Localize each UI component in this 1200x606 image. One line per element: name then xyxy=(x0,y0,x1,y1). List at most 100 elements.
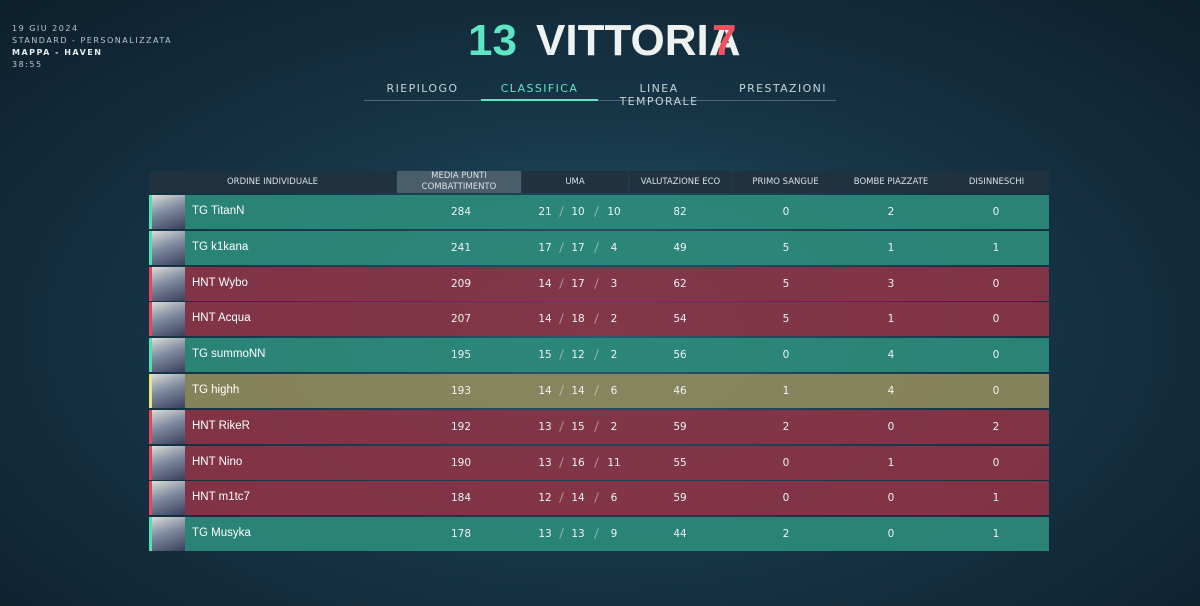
stat-eco: 56 xyxy=(673,349,687,362)
column-header[interactable]: ORDINE INDIVIDUALE xyxy=(149,171,396,193)
stat-acs: 192 xyxy=(450,420,472,433)
assists: 2 xyxy=(610,420,618,433)
tab[interactable]: RIEPILOGO xyxy=(386,82,459,95)
row-accent xyxy=(149,230,152,265)
player-row xyxy=(149,230,1049,265)
player-row xyxy=(149,195,1049,229)
tab[interactable]: CLASSIFICA xyxy=(500,82,579,95)
player-row xyxy=(149,481,1049,516)
player-row xyxy=(149,302,1049,337)
row-accent xyxy=(149,517,152,552)
player-row xyxy=(149,445,1049,480)
stat-acs: 241 xyxy=(450,241,472,254)
agent-portrait xyxy=(152,266,185,301)
player-name: HNT m1tc7 xyxy=(192,491,250,504)
assists: 9 xyxy=(610,528,618,541)
column-header[interactable]: MEDIA PUNTI COMBATTIMENTO xyxy=(397,171,521,193)
stat-first-bloods: 5 xyxy=(782,313,790,326)
player-name: HNT Acqua xyxy=(192,312,251,325)
assists: 6 xyxy=(610,492,618,505)
row-accent xyxy=(149,445,152,480)
match-date: 19 GIU 2024 xyxy=(12,24,79,33)
kills: 14 xyxy=(538,277,552,290)
assists: 2 xyxy=(610,349,618,362)
deaths: 13 xyxy=(571,528,585,541)
stat-plants: 1 xyxy=(887,313,895,326)
stat-first-bloods: 5 xyxy=(782,277,790,290)
stat-eco: 62 xyxy=(673,277,687,290)
row-accent xyxy=(149,195,152,229)
stat-eco: 59 xyxy=(673,492,687,505)
stat-plants: 0 xyxy=(887,528,895,541)
kills: 13 xyxy=(538,420,552,433)
player-name: HNT RikeR xyxy=(192,419,250,432)
stat-first-bloods: 1 xyxy=(782,385,790,397)
assists: 4 xyxy=(610,241,618,254)
row-accent xyxy=(149,302,152,337)
kills: 13 xyxy=(538,528,552,541)
agent-portrait xyxy=(152,338,185,373)
row-accent xyxy=(149,266,152,301)
match-result: VITTORIA xyxy=(536,16,741,65)
deaths: 14 xyxy=(571,385,585,397)
player-row xyxy=(149,374,1049,408)
active-tab-underline xyxy=(481,99,598,101)
player-row xyxy=(149,338,1049,373)
tab[interactable]: LINEA TEMPORALE xyxy=(619,82,699,108)
stat-eco: 49 xyxy=(673,241,687,254)
stat-plants: 4 xyxy=(887,385,895,397)
assists: 6 xyxy=(610,385,618,397)
kills: 13 xyxy=(538,456,552,469)
tab-divider xyxy=(364,100,836,101)
stat-plants: 0 xyxy=(887,420,895,433)
kills: 12 xyxy=(538,492,552,505)
enemy-score: 7 xyxy=(712,16,737,65)
match-duration: 38:55 xyxy=(12,60,43,69)
stat-eco: 59 xyxy=(673,420,687,433)
deaths: 15 xyxy=(571,420,585,433)
player-name: TG summoNN xyxy=(192,348,266,361)
stat-first-bloods: 5 xyxy=(782,241,790,254)
deaths: 17 xyxy=(571,277,585,290)
stat-first-bloods: 0 xyxy=(782,206,790,218)
stat-plants: 4 xyxy=(887,349,895,362)
deaths: 18 xyxy=(571,313,585,326)
column-header[interactable]: DISINNESCHI xyxy=(944,171,1049,193)
column-header[interactable]: PRIMO SANGUE xyxy=(733,171,838,193)
row-accent xyxy=(149,338,152,373)
deaths: 12 xyxy=(571,349,585,362)
stat-eco: 82 xyxy=(673,206,687,218)
player-row xyxy=(149,517,1049,552)
stat-acs: 209 xyxy=(450,277,472,290)
player-row xyxy=(149,266,1049,301)
stat-eco: 55 xyxy=(673,456,687,469)
stat-plants: 2 xyxy=(887,206,895,218)
player-name: TG highh xyxy=(192,384,240,396)
stat-eco: 54 xyxy=(673,313,687,326)
kills: 21 xyxy=(538,206,552,218)
stat-plants: 0 xyxy=(887,492,895,505)
stat-acs: 190 xyxy=(450,456,472,469)
player-name: TG k1kana xyxy=(192,240,249,253)
tab[interactable]: PRESTAZIONI xyxy=(739,82,827,95)
column-header[interactable]: BOMBE PIAZZATE xyxy=(839,171,943,193)
stat-plants: 3 xyxy=(887,277,895,290)
deaths: 10 xyxy=(571,206,585,218)
deaths: 14 xyxy=(571,492,585,505)
stat-eco: 44 xyxy=(673,528,687,541)
kills: 14 xyxy=(538,313,552,326)
stat-first-bloods: 2 xyxy=(782,528,790,541)
column-header[interactable]: VALUTAZIONE ECO xyxy=(629,171,732,193)
agent-portrait xyxy=(152,445,185,480)
player-row xyxy=(149,409,1049,444)
stat-defuses: 0 xyxy=(992,456,1000,469)
kills: 15 xyxy=(538,349,552,362)
player-name: TG TitanN xyxy=(192,205,245,217)
agent-portrait xyxy=(152,374,185,408)
column-header[interactable]: UMA xyxy=(522,171,628,193)
kills: 14 xyxy=(538,385,552,397)
stat-first-bloods: 0 xyxy=(782,349,790,362)
player-name: HNT Nino xyxy=(192,455,243,468)
assists: 2 xyxy=(610,313,618,326)
assists: 11 xyxy=(607,456,621,469)
